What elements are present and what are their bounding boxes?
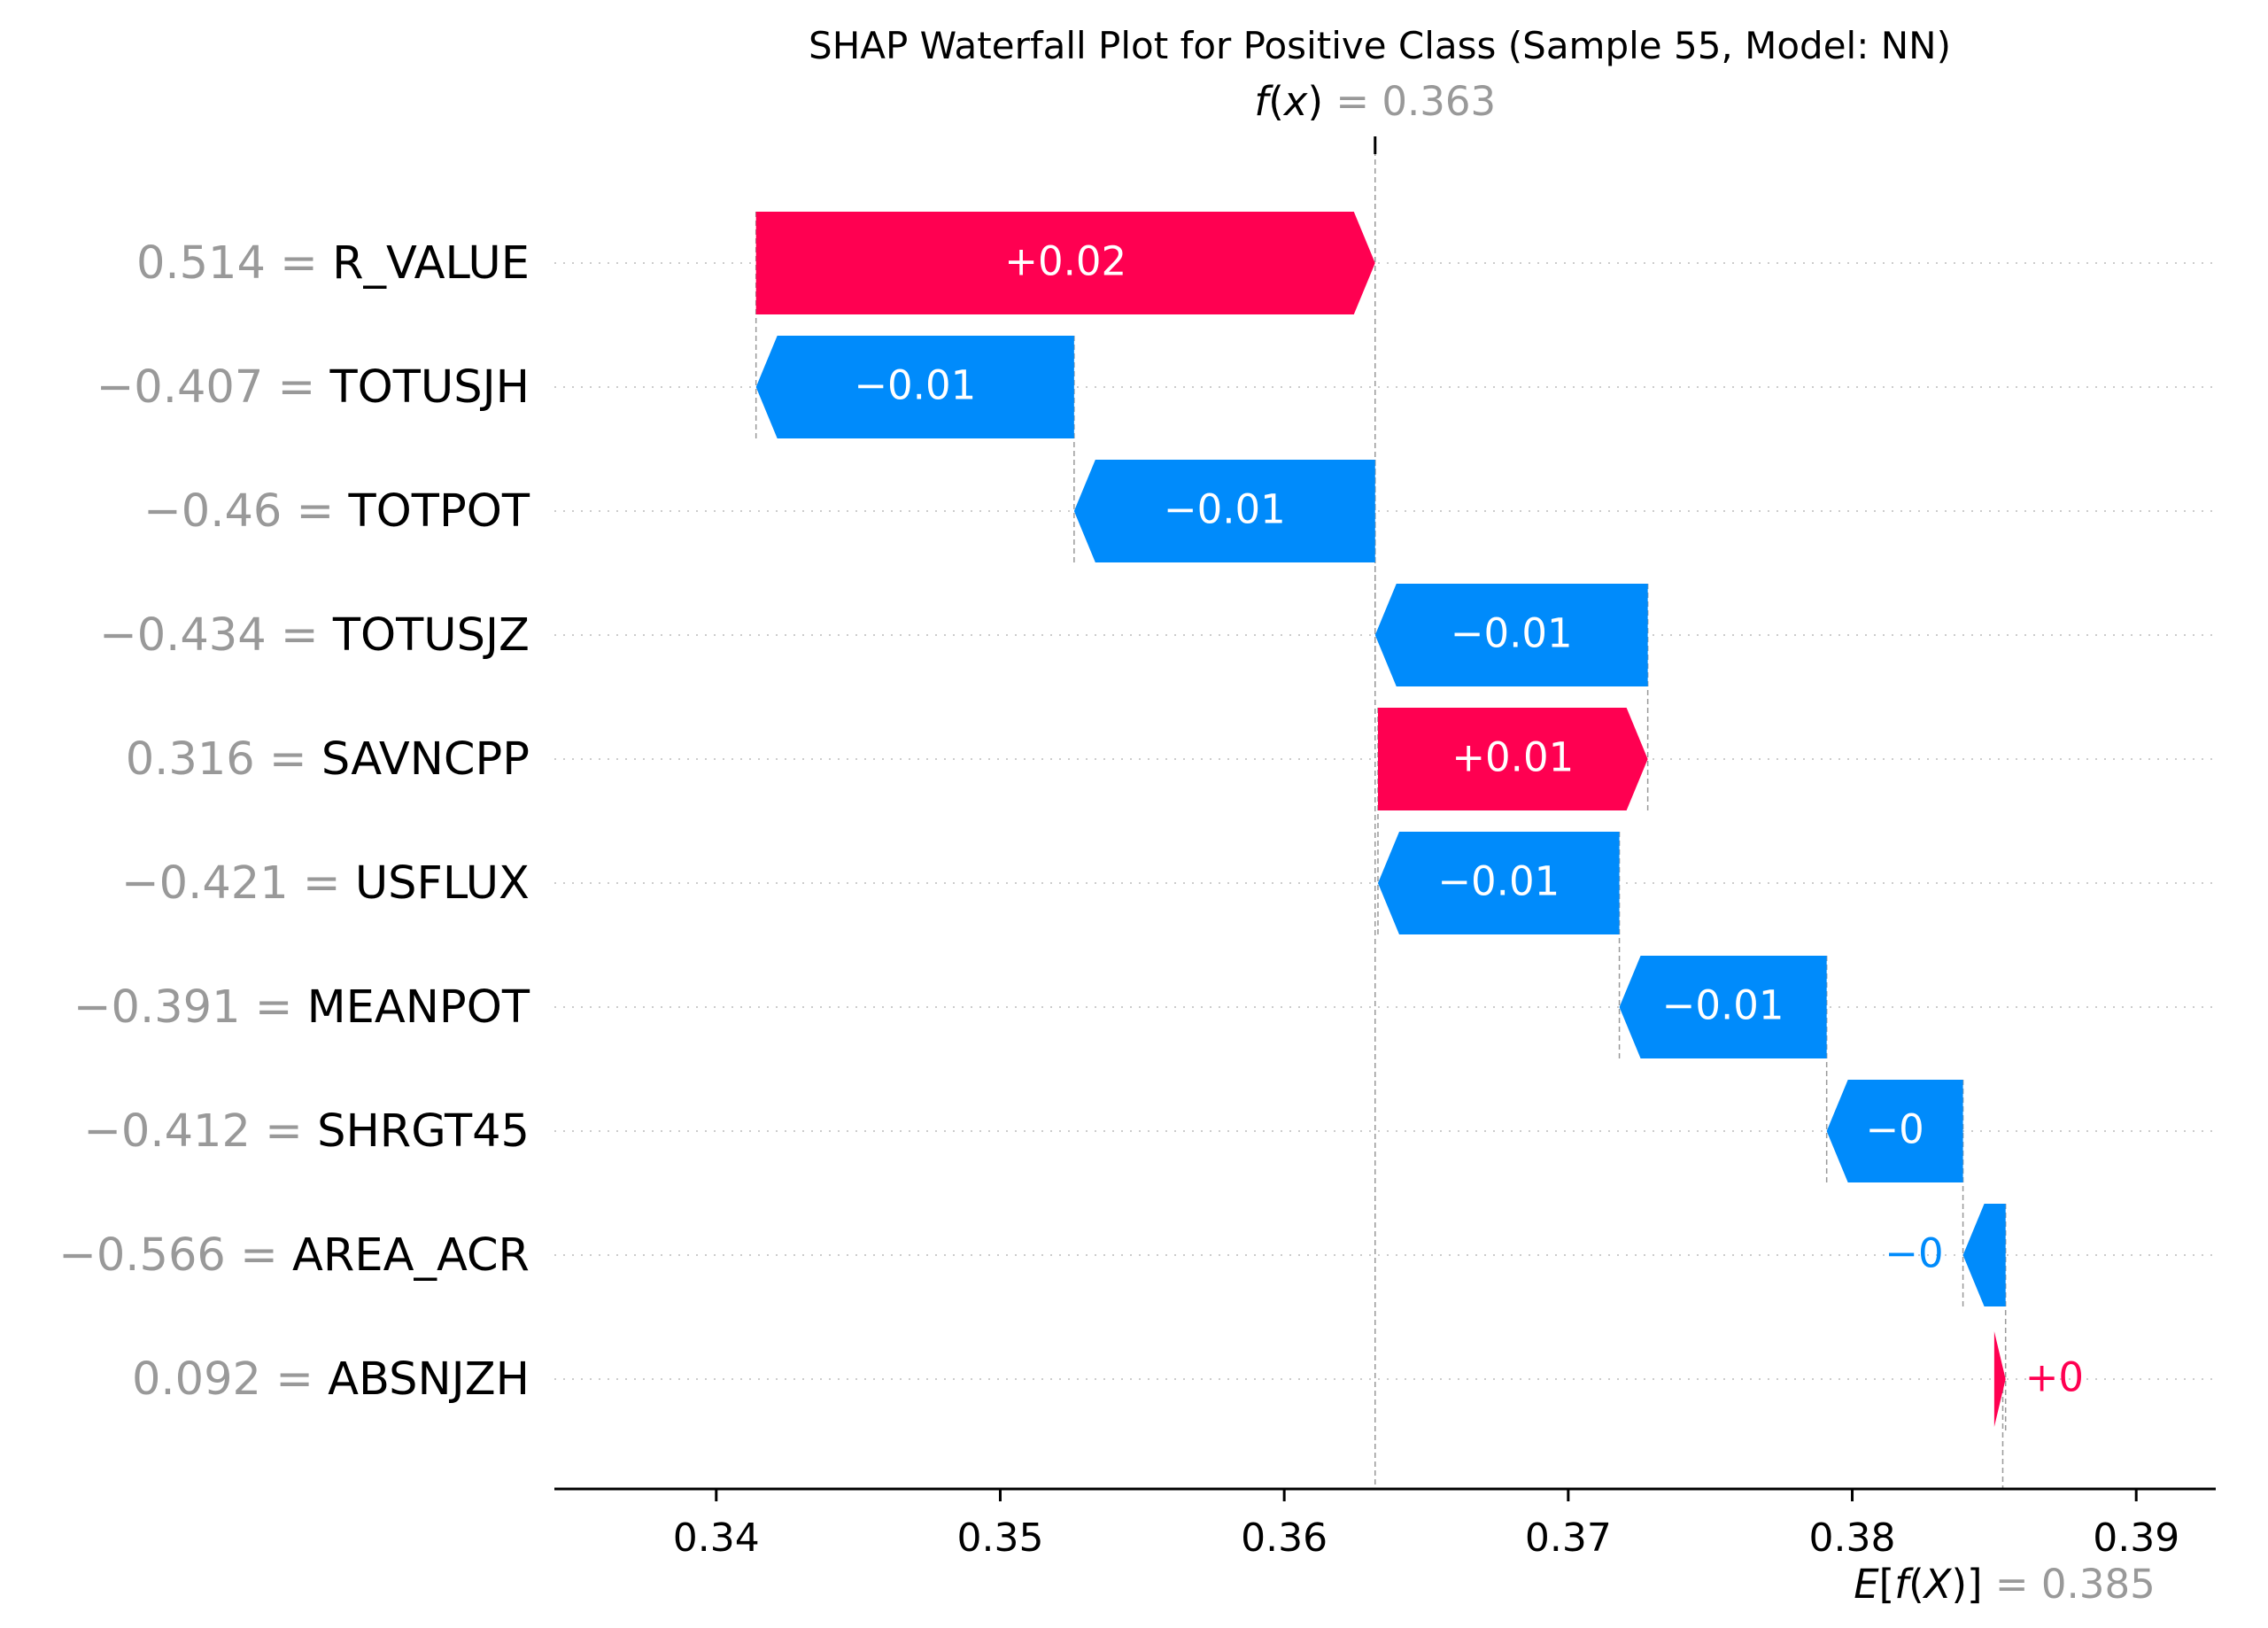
fx-paren-open: ( — [1268, 78, 1284, 125]
x-tick-label: 0.37 — [1525, 1516, 1612, 1561]
feature-label: 0.514 = R_VALUE — [136, 237, 530, 290]
expected-value-annotations: f(x) = 0.363 E[f(X)] = 0.385 — [1254, 78, 2155, 1608]
feature-value: −0.421 = — [121, 857, 355, 910]
feature-label: −0.434 = TOTUSJZ — [99, 609, 530, 662]
feature-value: −0.391 = — [74, 981, 307, 1034]
feature-name: TOTUSJZ — [332, 609, 530, 662]
feature-labels: 0.514 = R_VALUE −0.407 = TOTUSJH −0.46 = T… — [58, 237, 530, 1406]
bar-value-label: +0.02 — [1004, 238, 1126, 285]
fx-paren-close: ) — [1307, 78, 1335, 125]
efx-annotation: E[f(X)] = 0.385 — [1854, 1561, 2156, 1608]
feature-label: −0.391 = MEANPOT — [74, 981, 530, 1034]
feature-label: 0.092 = ABSNJZH — [132, 1353, 530, 1406]
chart-title: SHAP Waterfall Plot for Positive Class (… — [809, 24, 1951, 67]
efx-value: = 0.385 — [1995, 1561, 2156, 1608]
feature-value: 0.092 = — [132, 1353, 328, 1406]
waterfall-bar — [755, 336, 1074, 438]
feature-label: −0.46 = TOTPOT — [143, 485, 530, 538]
efx-e: E — [1854, 1561, 1879, 1608]
feature-name: USFLUX — [355, 857, 530, 910]
bar-value-label: −0 — [1885, 1230, 1943, 1277]
bar-value-label: −0.01 — [1164, 486, 1286, 533]
bar-value-label: −0.01 — [1662, 982, 1784, 1029]
feature-label: 0.316 = SAVNCPP — [126, 733, 530, 786]
waterfall-bar — [755, 212, 1375, 314]
feature-value: −0.434 = — [99, 609, 333, 662]
bars: +0.02 −0.01 −0.01 −0.01 +0.01 −0.01 −0.01 −0 −0 +… — [755, 212, 2084, 1427]
x-tick-label: 0.38 — [1809, 1516, 1896, 1561]
feature-name: AREA_ACR — [292, 1229, 530, 1282]
efx-arg: X — [1923, 1561, 1953, 1608]
feature-name: R_VALUE — [332, 237, 530, 290]
feature-label: −0.412 = SHRGT45 — [83, 1105, 530, 1158]
efx-paren-open: ( — [1908, 1561, 1924, 1608]
x-axis: 0.34 0.35 0.36 0.37 0.38 0.39 — [554, 1487, 2216, 1561]
waterfall-bar — [1826, 1080, 1963, 1182]
feature-label: −0.407 = TOTUSJH — [97, 361, 530, 414]
feature-name: TOTUSJH — [329, 361, 530, 414]
x-tick-label: 0.39 — [2093, 1516, 2179, 1561]
efx-close: )] — [1951, 1561, 1994, 1608]
feature-name: ABSNJZH — [328, 1353, 530, 1406]
feature-name: TOTPOT — [348, 485, 530, 538]
feature-name: SAVNCPP — [321, 733, 530, 786]
waterfall-bar — [1374, 584, 1648, 686]
feature-value: −0.412 = — [83, 1105, 317, 1158]
bar-value-label: +0.01 — [1451, 734, 1574, 781]
feature-label: −0.421 = USFLUX — [121, 857, 530, 910]
waterfall-bar — [1619, 956, 1827, 1058]
feature-label: −0.566 = AREA_ACR — [58, 1229, 530, 1282]
bar-value-label: −0 — [1865, 1106, 1924, 1153]
bar-value-label: −0.01 — [854, 362, 976, 409]
x-tick-label: 0.34 — [673, 1516, 760, 1561]
feature-name: MEANPOT — [307, 981, 530, 1034]
efx-bracket-open: [ — [1879, 1561, 1895, 1608]
fx-arg: x — [1282, 78, 1308, 125]
fx-annotation: f(x) = 0.363 — [1254, 78, 1496, 125]
feature-value: 0.514 = — [136, 237, 332, 290]
waterfall-bar — [1073, 460, 1375, 562]
feature-name: SHRGT45 — [317, 1105, 530, 1158]
bar-value-label: −0.01 — [1451, 610, 1573, 657]
waterfall-bar — [1377, 708, 1648, 810]
feature-value: −0.46 = — [143, 485, 348, 538]
waterfall-bar — [1377, 832, 1620, 934]
x-tick-label: 0.35 — [956, 1516, 1043, 1561]
feature-value: 0.316 = — [126, 733, 321, 786]
waterfall-bar — [1962, 1204, 2006, 1306]
feature-value: −0.566 = — [58, 1229, 292, 1282]
feature-value: −0.407 = — [97, 361, 330, 414]
fx-value: = 0.363 — [1335, 78, 1496, 125]
waterfall-bar — [1993, 1331, 2006, 1427]
bar-value-label: +0 — [2025, 1354, 2084, 1401]
bar-value-label: −0.01 — [1437, 858, 1560, 905]
x-tick-label: 0.36 — [1241, 1516, 1328, 1561]
